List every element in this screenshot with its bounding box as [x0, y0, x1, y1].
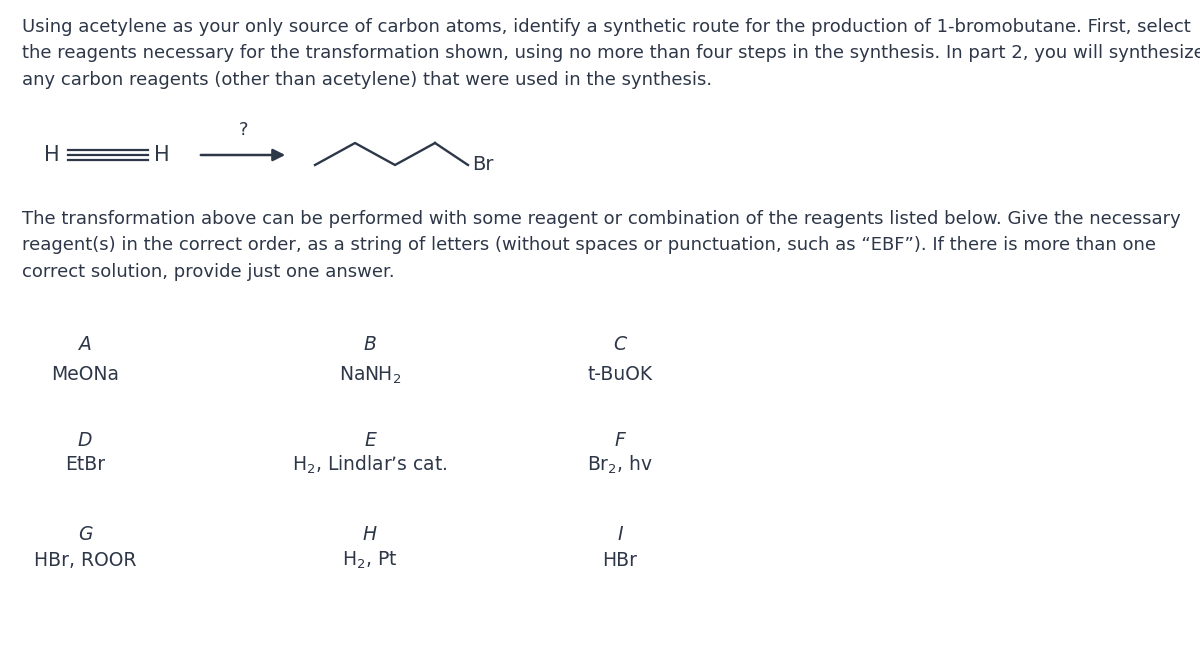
Text: MeONa: MeONa: [50, 366, 119, 385]
Text: t-BuOK: t-BuOK: [588, 366, 653, 385]
Text: H$_2$, Lindlar’s cat.: H$_2$, Lindlar’s cat.: [292, 454, 448, 476]
Text: B: B: [364, 335, 377, 354]
Text: EtBr: EtBr: [65, 455, 106, 475]
Text: Br$_2$, hv: Br$_2$, hv: [587, 454, 653, 476]
Text: The transformation above can be performed with some reagent or combination of th: The transformation above can be performe…: [22, 210, 1181, 280]
Text: NaNH$_2$: NaNH$_2$: [338, 364, 401, 385]
Text: E: E: [364, 430, 376, 449]
Text: HBr: HBr: [602, 550, 637, 570]
Text: H: H: [154, 145, 170, 165]
Text: HBr, ROOR: HBr, ROOR: [34, 550, 137, 570]
Text: D: D: [78, 430, 92, 449]
Text: Br: Br: [472, 156, 493, 174]
Text: C: C: [613, 335, 626, 354]
Text: H: H: [362, 525, 377, 544]
Text: F: F: [614, 430, 625, 449]
Text: ?: ?: [239, 121, 247, 139]
Text: H: H: [44, 145, 60, 165]
Text: H$_2$, Pt: H$_2$, Pt: [342, 549, 397, 571]
Text: G: G: [78, 525, 92, 544]
Text: A: A: [78, 335, 91, 354]
Text: Using acetylene as your only source of carbon atoms, identify a synthetic route : Using acetylene as your only source of c…: [22, 18, 1200, 89]
Text: I: I: [617, 525, 623, 544]
